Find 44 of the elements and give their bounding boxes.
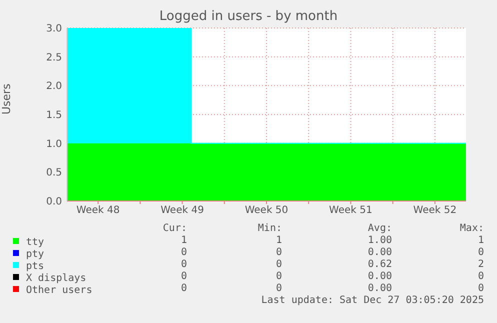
text: 0 (276, 283, 282, 294)
y-tick-label: 2.0 (46, 81, 62, 92)
text: 0 (276, 259, 282, 270)
text: 2 (478, 259, 484, 270)
legend-label: X displays (26, 273, 86, 284)
x-tick-label: Week 48 (76, 205, 120, 216)
text: 0.00 (368, 247, 392, 258)
text: Max: (460, 223, 484, 234)
legend-label: tty (26, 237, 44, 248)
text: 0 (276, 271, 282, 282)
legend-label: pts (26, 261, 44, 272)
text: 0.00 (368, 271, 392, 282)
text: 0 (180, 271, 187, 282)
chart-title: Logged in users - by month (158, 9, 339, 24)
y-axis-title: Users (0, 83, 13, 114)
text: 0 (478, 271, 484, 282)
y-tick-label: 1.0 (46, 138, 62, 150)
text: 1.00 (368, 235, 392, 246)
text: 0 (180, 259, 187, 270)
text: 0.00 (368, 283, 392, 294)
text: 1 (180, 235, 187, 246)
legend-label: Other users (26, 285, 92, 296)
text: 0 (276, 247, 282, 258)
y-tick-label: 3.0 (46, 24, 62, 35)
y-tick-label: 1.5 (46, 110, 62, 122)
text: Last update: Sat Dec 27 03:05:20 2025 (261, 295, 484, 306)
legend-label: pty (26, 249, 44, 260)
y-tick-label: 0.5 (46, 168, 62, 179)
text: 0 (478, 283, 484, 294)
x-tick-label: Week 50 (244, 205, 288, 216)
x-tick-label: Week 49 (160, 205, 204, 216)
text: Avg: (368, 223, 392, 234)
text: 0 (478, 247, 484, 258)
text: 1 (478, 235, 484, 246)
text: Min: (258, 223, 282, 234)
text: 1 (276, 235, 282, 246)
x-tick-label: Week 51 (329, 205, 372, 216)
text: 0.62 (368, 259, 392, 270)
text: 0 (180, 283, 187, 294)
text: Cur: (162, 223, 187, 234)
x-tick-label: Week 52 (413, 205, 457, 216)
text: 0 (180, 247, 187, 258)
y-tick-label: 0.0 (46, 196, 62, 208)
y-tick-label: 2.5 (46, 52, 62, 64)
